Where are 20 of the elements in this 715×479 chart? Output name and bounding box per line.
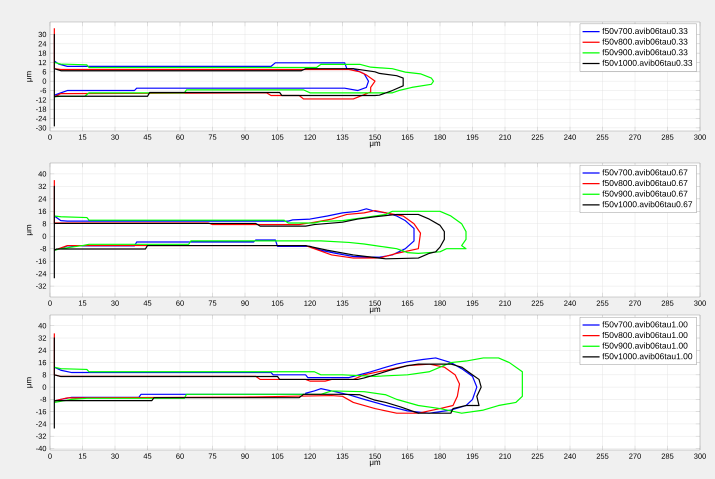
legend-label: f50v700.avib06tau0.67 xyxy=(602,169,688,176)
line-series xyxy=(54,208,415,258)
legend-label: f50v900.avib06tau0.67 xyxy=(602,190,688,197)
legend-label: f50v900.avib06tau1.00 xyxy=(602,342,688,349)
line-series xyxy=(54,186,445,279)
legend-label: f50v1000.avib06tau0.67 xyxy=(602,201,692,208)
line-series xyxy=(54,337,482,430)
line-series xyxy=(54,60,370,96)
line-series xyxy=(54,28,376,100)
legend-label: f50v800.avib06tau1.00 xyxy=(602,332,688,338)
line-series xyxy=(54,34,404,127)
legend-label: f50v800.avib06tau0.33 xyxy=(602,38,688,45)
legend-label: f50v700.avib06tau1.00 xyxy=(602,321,688,328)
line-series xyxy=(54,62,434,98)
legend-label: f50v900.avib06tau0.33 xyxy=(602,49,688,56)
line-series xyxy=(54,210,467,254)
legend-label: f50v800.avib06tau0.67 xyxy=(602,180,688,186)
legend-label: f50v700.avib06tau0.33 xyxy=(602,28,688,34)
legend-label: f50v1000.avib06tau1.00 xyxy=(602,353,692,360)
legend-label: f50v1000.avib06tau0.33 xyxy=(602,60,692,66)
